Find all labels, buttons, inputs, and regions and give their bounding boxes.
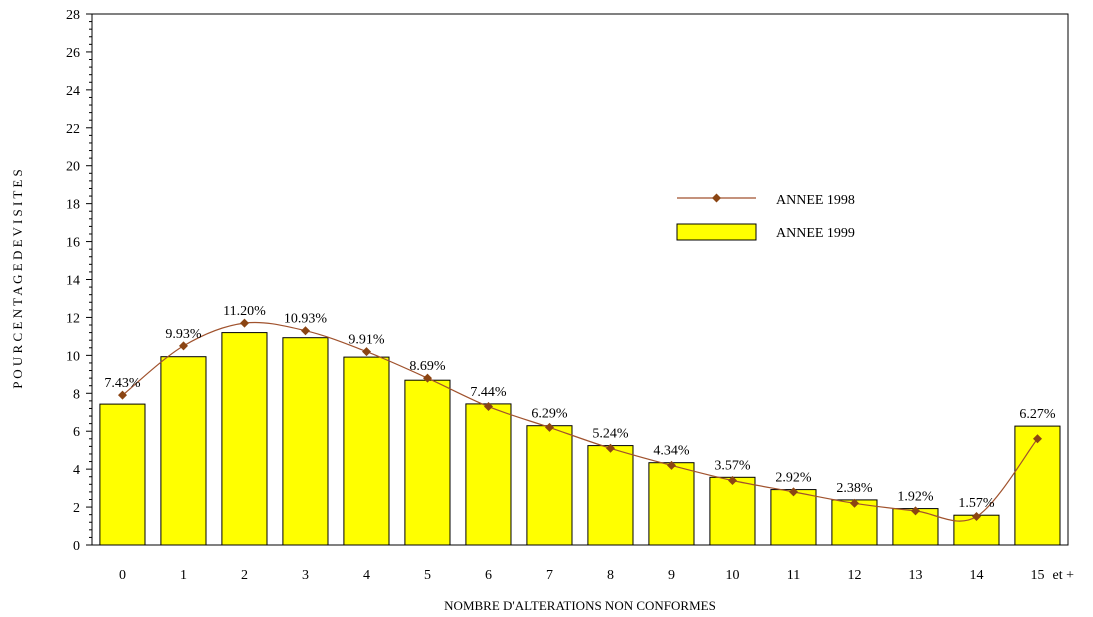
y-tick-label: 6 — [73, 425, 80, 440]
bar-series — [99, 332, 1061, 546]
data-label: 5.24% — [592, 427, 629, 442]
data-label: 7.44% — [470, 385, 507, 400]
x-tick-label: 15 — [1031, 568, 1045, 583]
x-tick-label: 10 — [726, 568, 740, 583]
line-marker — [362, 347, 371, 357]
bar — [1014, 425, 1061, 546]
data-label: 8.69% — [409, 359, 446, 374]
bar — [343, 356, 390, 546]
y-tick-label: 2 — [73, 501, 80, 516]
y-tick-label: 24 — [66, 84, 80, 99]
legend-line-marker — [712, 193, 721, 203]
y-tick-label: 16 — [66, 236, 80, 251]
legend-label: ANNEE 1999 — [776, 226, 855, 241]
bar — [99, 403, 146, 546]
line-marker — [850, 498, 859, 508]
line-marker — [301, 326, 310, 336]
x-tick-suffix: et + — [1053, 568, 1075, 583]
data-label: 2.92% — [775, 471, 812, 486]
y-tick-label: 14 — [66, 274, 80, 289]
y-tick-label: 26 — [66, 46, 80, 61]
line-marker — [667, 460, 676, 470]
line-marker — [728, 476, 737, 486]
data-label: 1.57% — [958, 496, 995, 511]
line-marker — [484, 402, 493, 412]
x-tick-label: 5 — [424, 568, 431, 583]
x-tick-label: 3 — [302, 568, 309, 583]
line-marker — [179, 341, 188, 351]
y-tick-label: 4 — [73, 463, 80, 478]
line-marker — [240, 318, 249, 328]
x-tick-label: 6 — [485, 568, 492, 583]
line-marker — [789, 487, 798, 497]
x-tick-label: 11 — [787, 568, 800, 583]
data-label: 10.93% — [284, 312, 328, 327]
y-tick-label: 10 — [66, 349, 80, 364]
bar — [709, 476, 756, 546]
y-tick-label: 12 — [66, 311, 80, 326]
x-tick-label: 9 — [668, 568, 675, 583]
x-axis: 0 1 2 3 4 5 6 7 8 9 10 11 12 13 14 15 et + — [119, 568, 1074, 583]
data-label: 9.93% — [165, 327, 202, 342]
x-tick-label: 14 — [970, 568, 984, 583]
y-tick-label: 22 — [66, 122, 80, 137]
line-series — [118, 318, 1042, 522]
data-label: 6.27% — [1019, 407, 1056, 422]
line-marker — [911, 506, 920, 516]
bar — [770, 489, 817, 546]
x-tick-label: 8 — [607, 568, 614, 583]
series-line — [122, 321, 1038, 522]
legend: ANNEE 1998 ANNEE 1999 — [676, 193, 855, 241]
data-label: 6.29% — [531, 407, 568, 422]
bar — [221, 332, 268, 546]
line-marker — [118, 390, 127, 400]
x-tick-label: 0 — [119, 568, 126, 583]
y-axis-title: P O U R C E N T A G E D E V I S I T E S — [10, 169, 25, 388]
line-marker — [606, 443, 615, 453]
data-label: 7.43% — [104, 376, 141, 391]
legend-bar-swatch — [676, 223, 757, 241]
data-label: 2.38% — [836, 481, 873, 496]
x-tick-label: 7 — [546, 568, 553, 583]
data-labels: 7.43% 9.93% 11.20% 10.93% 9.91% 8.69% 7.44% 6.2… — [104, 304, 1056, 511]
y-tick-label: 20 — [66, 160, 80, 175]
bar — [587, 445, 634, 546]
bar — [404, 379, 451, 546]
data-label: 1.92% — [897, 490, 934, 505]
line-marker — [972, 512, 981, 522]
line-marker — [423, 373, 432, 383]
bar — [465, 403, 512, 546]
x-axis-title: NOMBRE D'ALTERATIONS NON CONFORMES — [444, 598, 716, 613]
data-label: 3.57% — [714, 458, 751, 473]
data-label: 11.20% — [223, 304, 266, 319]
y-tick-label: 0 — [73, 539, 80, 554]
data-label: 9.91% — [348, 333, 385, 348]
bar — [160, 356, 207, 546]
x-tick-label: 13 — [909, 568, 923, 583]
x-tick-label: 12 — [848, 568, 862, 583]
line-marker — [545, 422, 554, 432]
x-tick-label: 4 — [363, 568, 370, 583]
x-tick-label: 2 — [241, 568, 248, 583]
bar — [648, 462, 695, 546]
legend-label: ANNEE 1998 — [776, 193, 855, 208]
line-marker — [1033, 434, 1042, 444]
bar — [526, 425, 573, 546]
bar — [282, 337, 329, 546]
y-tick-label: 28 — [66, 8, 80, 23]
y-tick-label: 18 — [66, 198, 80, 213]
data-label: 4.34% — [653, 444, 690, 459]
x-tick-label: 1 — [180, 568, 187, 583]
y-tick-label: 8 — [73, 387, 80, 402]
